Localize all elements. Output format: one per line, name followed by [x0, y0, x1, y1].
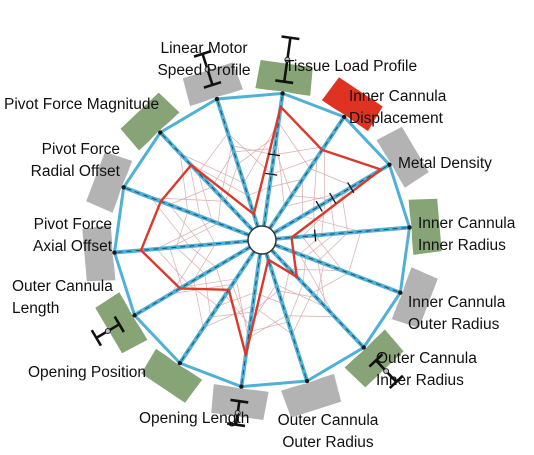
label-opening-position[interactable]: Opening Position	[28, 364, 147, 381]
range-bar-cap-low	[113, 315, 125, 333]
tick-tissue-load-profile-1	[267, 153, 281, 157]
tick-metal-density-2	[329, 192, 337, 204]
axis-core-pivot-force-radial-offset	[123, 186, 250, 236]
axis-end-opening-length	[239, 384, 244, 389]
tab-pivot-force-radial-offset	[86, 152, 133, 213]
label-metal-density[interactable]: Metal Density	[398, 155, 492, 172]
range-bar-cap-high	[281, 35, 300, 41]
axis-core-outer-cannula-outer-radius	[265, 253, 308, 382]
range-bar-marker	[234, 410, 241, 416]
tick-tissue-load-profile-2	[265, 172, 278, 176]
range-bar-outer-cannula-inner-radius	[368, 353, 404, 390]
axis-end-pivot-force-axial-offset	[112, 250, 117, 255]
label-pivot-force-magnitude[interactable]: Pivot Force Magnitude	[4, 96, 160, 113]
range-bar-marker	[284, 56, 291, 63]
selected-profile	[139, 105, 383, 357]
tab-inner-cannula-outer-radius	[391, 267, 438, 328]
axis-end-linear-motor-speed-profile	[214, 96, 220, 102]
label-linear-motor-speed-profile[interactable]: Linear Motor Speed Profile	[157, 40, 251, 79]
axis-end-pivot-force-radial-offset	[121, 185, 126, 190]
parameter-tabs	[82, 60, 442, 420]
label-inner-cannula-displacement[interactable]: Inner Cannula Displacement	[349, 88, 447, 127]
range-bar-cap-high	[90, 329, 103, 347]
axis-core-inner-cannula-inner-radius	[275, 226, 410, 240]
axis-end-tissue-load-profile	[280, 91, 285, 96]
axis-end-inner-cannula-inner-radius	[407, 225, 412, 230]
range-bar-linear-motor-speed-profile	[193, 49, 222, 89]
label-inner-cannula-inner-radius[interactable]: Inner Cannula Inner Radius	[418, 215, 516, 254]
range-bar-marker	[204, 66, 211, 73]
tick-metal-density-3	[315, 200, 323, 212]
label-outer-cannula-inner-radius[interactable]: Outer Cannula Inner Radius	[376, 350, 477, 389]
tab-pivot-force-magnitude	[120, 92, 180, 151]
axis-end-outer-cannula-length	[132, 313, 137, 318]
tab-metal-density	[376, 126, 429, 188]
range-bar-marker	[104, 328, 111, 334]
axis-core-opening-length	[240, 253, 261, 387]
axis-end-opening-position	[177, 360, 183, 366]
range-bar-tissue-load-profile	[275, 35, 300, 85]
range-bar-outer-cannula-length	[90, 315, 125, 347]
label-outer-cannula-length[interactable]: Outer Cannula Length	[12, 278, 113, 317]
tab-inner-cannula-inner-radius	[408, 198, 442, 255]
range-bar-cap-high	[388, 374, 404, 390]
range-bar-cap-high	[193, 49, 212, 58]
axis-core-linear-motor-speed-profile	[216, 98, 259, 227]
tab-inner-cannula-displacement	[321, 77, 383, 132]
axis-core-metal-density	[273, 164, 390, 234]
axis-core-outer-cannula-length	[134, 246, 251, 316]
tab-outer-cannula-length	[95, 292, 148, 354]
axis-end-pivot-force-magnitude	[158, 130, 163, 135]
label-pivot-force-axial-offset[interactable]: Pivot Force Axial Offset	[33, 216, 112, 255]
axis-core-outer-cannula-inner-radius	[271, 249, 365, 348]
tick-metal-density-1	[347, 182, 355, 194]
label-opening-length[interactable]: Opening Length	[139, 410, 250, 427]
range-bar-cap-low	[368, 353, 384, 368]
range-bar-cap-low	[275, 79, 294, 85]
range-bar-cap-low	[203, 80, 222, 89]
tab-opening-position	[141, 348, 203, 403]
radar-hub	[247, 225, 277, 255]
tab-outer-cannula-inner-radius	[344, 329, 404, 388]
axis-end-inner-cannula-outer-radius	[398, 290, 403, 295]
range-bar-marker	[383, 368, 390, 375]
axis-end-inner-cannula-displacement	[341, 114, 347, 120]
range-bar-cap-high	[226, 422, 246, 428]
axis-end-metal-density	[387, 162, 392, 167]
axis-core-opening-position	[179, 251, 255, 364]
label-pivot-force-radial-offset[interactable]: Pivot Force Radial Offset	[30, 141, 120, 180]
range-bar-opening-length	[226, 398, 249, 428]
tick-inner-cannula-inner-radius-1	[313, 229, 317, 242]
tab-pivot-force-axial-offset	[82, 225, 116, 282]
range-bars	[90, 35, 404, 428]
axis-ticks	[265, 153, 355, 242]
axis-core-pivot-force-axial-offset	[114, 240, 249, 254]
axis-core-inner-cannula-displacement	[269, 116, 345, 229]
axis-end-outer-cannula-inner-radius	[361, 345, 366, 350]
selected-profile-line	[139, 105, 383, 357]
axis-core-pivot-force-magnitude	[159, 132, 253, 231]
label-tissue-load-profile[interactable]: Tissue Load Profile	[285, 58, 418, 75]
label-outer-cannula-outer-radius[interactable]: Outer Cannula Outer Radius	[277, 412, 379, 451]
axis-end-outer-cannula-outer-radius	[304, 378, 310, 384]
axis-core-inner-cannula-outer-radius	[274, 244, 401, 294]
label-inner-cannula-outer-radius[interactable]: Inner Cannula Outer Radius	[408, 294, 506, 333]
tab-outer-cannula-outer-radius	[281, 373, 342, 418]
range-bar-cap-low	[230, 398, 249, 404]
